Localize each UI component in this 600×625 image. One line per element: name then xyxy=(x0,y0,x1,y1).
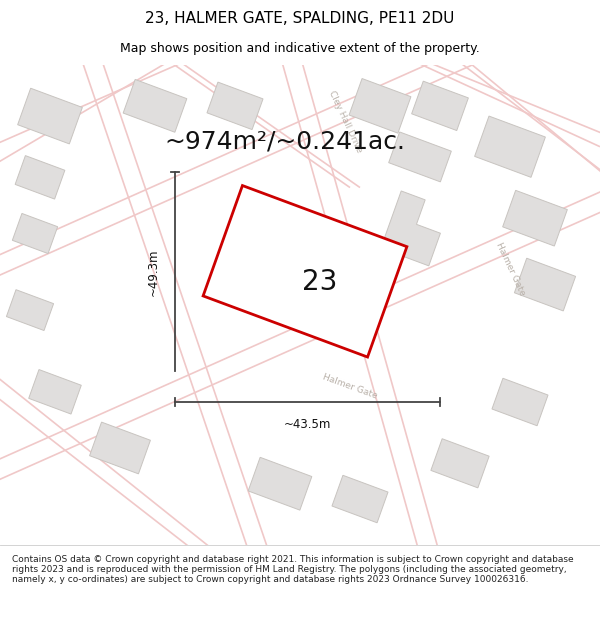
Polygon shape xyxy=(248,458,312,510)
Polygon shape xyxy=(7,289,53,331)
Polygon shape xyxy=(15,156,65,199)
Text: Halmer Gate: Halmer Gate xyxy=(494,241,526,298)
Polygon shape xyxy=(431,439,489,488)
Text: Map shows position and indicative extent of the property.: Map shows position and indicative extent… xyxy=(120,42,480,54)
Polygon shape xyxy=(89,422,151,474)
Text: 23, HALMER GATE, SPALDING, PE11 2DU: 23, HALMER GATE, SPALDING, PE11 2DU xyxy=(145,11,455,26)
Text: ~974m²/~0.241ac.: ~974m²/~0.241ac. xyxy=(164,129,406,154)
Polygon shape xyxy=(332,475,388,522)
Text: 23: 23 xyxy=(302,268,338,296)
Text: Halmer Gate: Halmer Gate xyxy=(322,372,379,401)
Polygon shape xyxy=(203,186,407,357)
Text: ~43.5m: ~43.5m xyxy=(284,418,331,431)
Polygon shape xyxy=(475,116,545,178)
Polygon shape xyxy=(17,88,82,144)
Polygon shape xyxy=(207,82,263,129)
Polygon shape xyxy=(13,214,58,254)
Polygon shape xyxy=(349,79,411,133)
Text: Cley Hall Drive: Cley Hall Drive xyxy=(326,89,364,154)
Polygon shape xyxy=(492,378,548,426)
Text: ~49.3m: ~49.3m xyxy=(146,248,160,296)
Polygon shape xyxy=(412,81,469,131)
Polygon shape xyxy=(381,191,440,266)
Text: Contains OS data © Crown copyright and database right 2021. This information is : Contains OS data © Crown copyright and d… xyxy=(12,554,574,584)
Polygon shape xyxy=(29,369,81,414)
Polygon shape xyxy=(123,79,187,132)
Polygon shape xyxy=(514,258,575,311)
Polygon shape xyxy=(503,191,568,246)
Polygon shape xyxy=(389,132,451,182)
